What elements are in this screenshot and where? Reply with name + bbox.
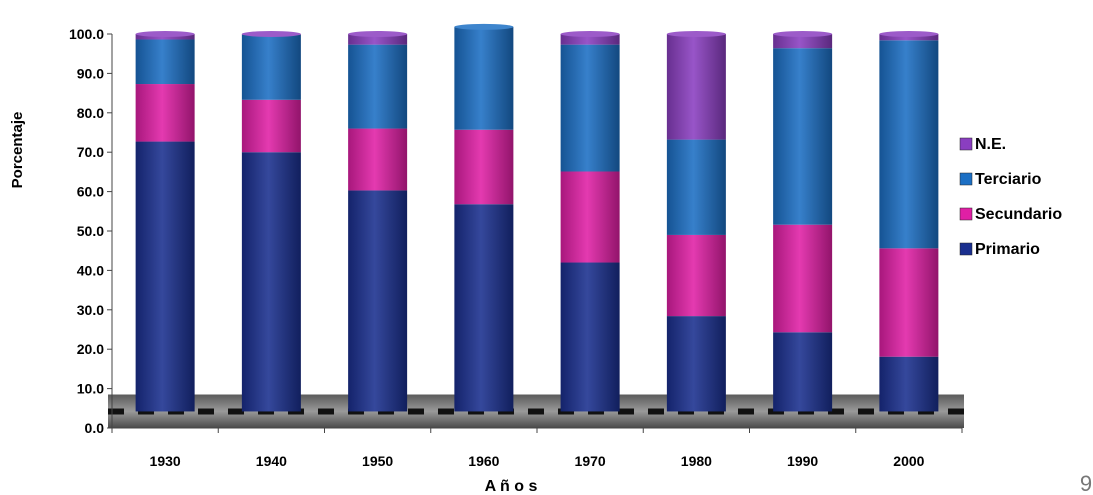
legend-swatch bbox=[959, 137, 973, 151]
legend-label: Primario bbox=[975, 241, 1040, 258]
legend-item-terciario: Terciario bbox=[959, 171, 1042, 188]
y-tick-label: 80.0 bbox=[77, 105, 104, 121]
bar-stack-1930 bbox=[135, 31, 195, 412]
y-tick-label: 20.0 bbox=[77, 341, 104, 357]
bar-stack-1960 bbox=[454, 23, 514, 412]
bar-segment-secundario bbox=[666, 234, 726, 317]
y-axis-title: Porcentaje bbox=[9, 112, 26, 189]
bar-segment-terciario bbox=[666, 139, 726, 235]
y-tick-label: 90.0 bbox=[77, 65, 104, 81]
bar-segment-ne bbox=[666, 34, 726, 140]
bar-stack-1990 bbox=[773, 31, 833, 412]
bar-segment-terciario bbox=[454, 26, 514, 130]
bar-segment-primario bbox=[241, 152, 301, 412]
legend-swatch bbox=[959, 242, 973, 256]
y-tick-label: 60.0 bbox=[77, 184, 104, 200]
y-tick-label: 30.0 bbox=[77, 302, 104, 318]
bar-segment-ne bbox=[348, 34, 408, 45]
bar-segment-primario bbox=[454, 204, 514, 412]
bar-stack-1940 bbox=[241, 31, 301, 412]
y-tick-label: 40.0 bbox=[77, 262, 104, 278]
x-tick-label: 1940 bbox=[256, 453, 287, 469]
bar-segment-terciario bbox=[348, 44, 408, 129]
x-tick-label: 1980 bbox=[681, 453, 712, 469]
y-tick-label: 0.0 bbox=[85, 420, 105, 436]
bar-segment-terciario bbox=[560, 44, 620, 172]
legend-label: N.E. bbox=[975, 136, 1006, 153]
legend-label: Terciario bbox=[975, 171, 1042, 188]
bar-segment-primario bbox=[348, 190, 408, 412]
bar-segment-secundario bbox=[135, 84, 195, 142]
bar-segment-ne bbox=[773, 34, 833, 49]
bar-segment-secundario bbox=[879, 248, 939, 357]
y-tick-label: 100.0 bbox=[69, 26, 104, 42]
legend-item-ne: N.E. bbox=[959, 136, 1006, 153]
bar-top-cap bbox=[879, 31, 939, 37]
bar-segment-ne bbox=[560, 34, 620, 45]
x-axis-title: A ñ o s bbox=[485, 478, 538, 495]
legend: N.E. Terciario Secundario Primario bbox=[959, 136, 1062, 258]
bar-segment-primario bbox=[560, 262, 620, 412]
x-tick-label: 1930 bbox=[150, 453, 181, 469]
bar-segment-secundario bbox=[560, 171, 620, 263]
bar-top-cap bbox=[560, 31, 620, 37]
bar-stack-1980 bbox=[666, 31, 726, 412]
bar-segment-secundario bbox=[454, 129, 514, 205]
bar-segment-terciario bbox=[135, 39, 195, 85]
y-tick-label: 50.0 bbox=[77, 223, 104, 239]
legend-swatch bbox=[959, 172, 973, 186]
bar-segment-primario bbox=[879, 356, 939, 412]
bar-segment-secundario bbox=[773, 224, 833, 333]
bar-stack-2000 bbox=[879, 31, 939, 412]
bar-stack-1970 bbox=[560, 31, 620, 412]
bar-segment-terciario bbox=[773, 48, 833, 225]
bar-top-cap bbox=[666, 31, 726, 37]
x-tick-label: 1970 bbox=[575, 453, 606, 469]
bar-segment-secundario bbox=[348, 128, 408, 191]
bar-stack-1950 bbox=[348, 31, 408, 412]
bar-segment-primario bbox=[773, 332, 833, 412]
y-tick-label: 70.0 bbox=[77, 144, 104, 160]
bar-segment-primario bbox=[135, 141, 195, 412]
bar-top-cap bbox=[241, 31, 301, 37]
bar-segment-secundario bbox=[241, 99, 301, 153]
legend-label: Secundario bbox=[975, 206, 1062, 223]
legend-swatch bbox=[959, 207, 973, 221]
bar-top-cap bbox=[348, 31, 408, 37]
legend-item-primario: Primario bbox=[959, 241, 1040, 258]
bar-segment-ne bbox=[879, 34, 939, 41]
x-tick-label: 1960 bbox=[468, 453, 499, 469]
x-tick-label: 2000 bbox=[893, 453, 924, 469]
bar-top-cap bbox=[135, 31, 195, 37]
y-tick-label: 10.0 bbox=[77, 381, 104, 397]
bar-top-cap bbox=[454, 23, 514, 30]
bar-top-cap bbox=[773, 31, 833, 37]
x-tick-label: 1950 bbox=[362, 453, 393, 469]
bar-segment-primario bbox=[666, 316, 726, 412]
x-tick-label: 1990 bbox=[787, 453, 818, 469]
page-number: 9 bbox=[1080, 471, 1092, 495]
legend-item-secundario: Secundario bbox=[959, 206, 1062, 223]
bar-segment-terciario bbox=[879, 40, 939, 249]
bar-segment-terciario bbox=[241, 34, 301, 100]
